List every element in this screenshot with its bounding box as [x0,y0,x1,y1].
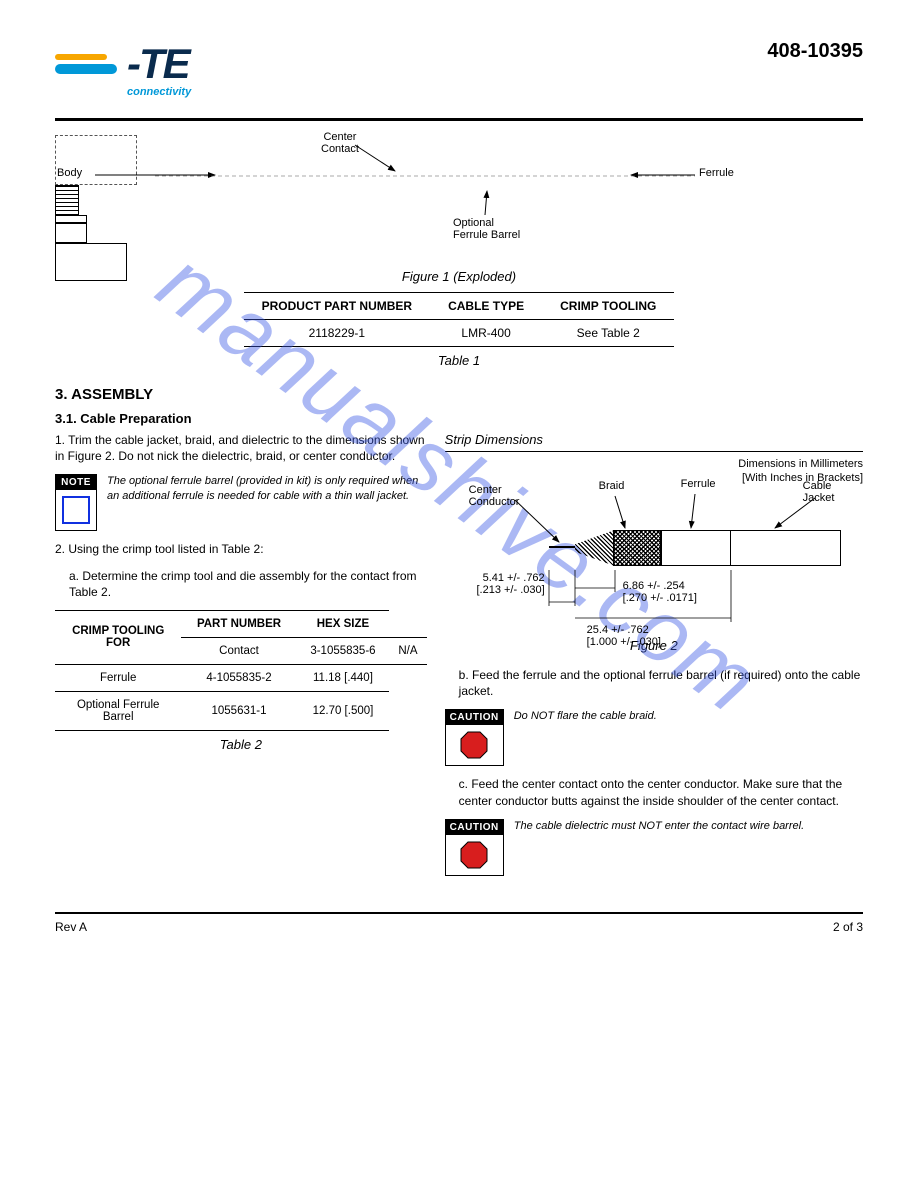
fig2-label-jacket: Cable Jacket [803,480,835,504]
fig2-label-ferrule: Ferrule [681,478,716,490]
t1-c0: 2118229-1 [244,320,430,347]
section-heading: 3. ASSEMBLY [55,386,863,403]
figure-1: Body Center Contact Optional Ferrule Bar… [55,135,863,265]
t1-c2: See Table 2 [542,320,674,347]
figure-2-drawing: Center Conductor Braid Ferrule Cable Jac… [475,494,863,604]
footer-page: 2 of 3 [833,920,863,934]
table-2-caption: Table 2 [55,737,427,752]
step-2a: a. Determine the crimp tool and die asse… [55,568,427,600]
fig1-label-body: Body [57,167,82,179]
table-2: CRIMP TOOLING FOR PART NUMBER HEX SIZE C… [55,610,427,731]
step-1: 1. Trim the cable jacket, braid, and die… [55,432,427,464]
subsection-heading: 3.1. Cable Preparation [55,411,863,426]
fig2-label-braid: Braid [599,480,625,492]
header: -TE connectivity 408-10395 [55,40,863,121]
footer: Rev A 2 of 3 [55,912,863,934]
note-text: The optional ferrule barrel (provided in… [107,474,427,504]
fig1-label-barrel: Optional Ferrule Barrel [453,217,520,241]
step-2c: c. Feed the center contact onto the cent… [445,776,863,808]
t1-h1: CABLE TYPE [430,293,542,320]
step-2b: b. Feed the ferrule and the optional fer… [445,667,863,699]
t2-h1: PART NUMBER [181,610,296,637]
figure-1-leaders [55,135,863,265]
caution-1-text: Do NOT flare the cable braid. [514,709,657,724]
note-box: NOTE The optional ferrule barrel (provid… [55,474,427,531]
strip-title: Strip Dimensions [445,432,863,447]
table-1-caption: Table 1 [55,353,863,368]
table-row: Ferrule 4-1055835-2 11.18 [.440] [55,664,427,691]
fig2-dim-a: 5.41 +/- .762 [.213 +/- .030] [463,572,545,596]
fig2-dim-c: 25.4 +/- .762 [1.000 +/- .030] [587,624,661,648]
fig1-label-contact: Center Contact [321,131,359,155]
strip-dims-note: Dimensions in Millimeters [With Inches i… [738,458,863,486]
t2-rowh: CRIMP TOOLING FOR [55,610,181,664]
fig1-label-ferrule: Ferrule [699,167,734,179]
logo-text: -TE [127,40,189,88]
right-column: Strip Dimensions Dimensions in Millimete… [445,432,863,886]
stop-octagon-icon [460,731,488,759]
caution-icon: CAUTION [445,819,504,876]
figure-1-caption: Figure 1 (Exploded) [55,269,863,284]
caution-box-2: CAUTION The cable dielectric must NOT en… [445,819,863,876]
note-icon: NOTE [55,474,97,531]
figure-2: Dimensions in Millimeters [With Inches i… [445,458,863,638]
fig2-label-center: Center Conductor [469,484,520,508]
t1-c1: LMR-400 [430,320,542,347]
t1-h2: CRIMP TOOLING [542,293,674,320]
footer-rev: Rev A [55,920,87,934]
caution-box-1: CAUTION Do NOT flare the cable braid. [445,709,863,766]
fig2-dim-b: 6.86 +/- .254 [.270 +/- .0171] [623,580,697,604]
stop-octagon-icon [460,841,488,869]
logo-tagline: connectivity [127,86,191,98]
table-row: Optional Ferrule Barrel 1055631-1 12.70 … [55,691,427,730]
two-column-layout: 1. Trim the cable jacket, braid, and die… [55,432,863,886]
left-column: 1. Trim the cable jacket, braid, and die… [55,432,427,886]
t1-h0: PRODUCT PART NUMBER [244,293,430,320]
caution-icon: CAUTION [445,709,504,766]
page: manualshive.com -TE connectivity 408-103… [0,0,918,964]
document-id: 408-10395 [767,40,863,63]
logo-bars-icon [55,54,117,74]
step-2-intro: 2. Using the crimp tool listed in Table … [55,541,427,557]
brand-logo: -TE connectivity [55,40,191,98]
caution-2-text: The cable dielectric must NOT enter the … [514,819,804,834]
table-1: PRODUCT PART NUMBER CABLE TYPE CRIMP TOO… [244,292,675,347]
t2-h2: HEX SIZE [297,610,390,637]
